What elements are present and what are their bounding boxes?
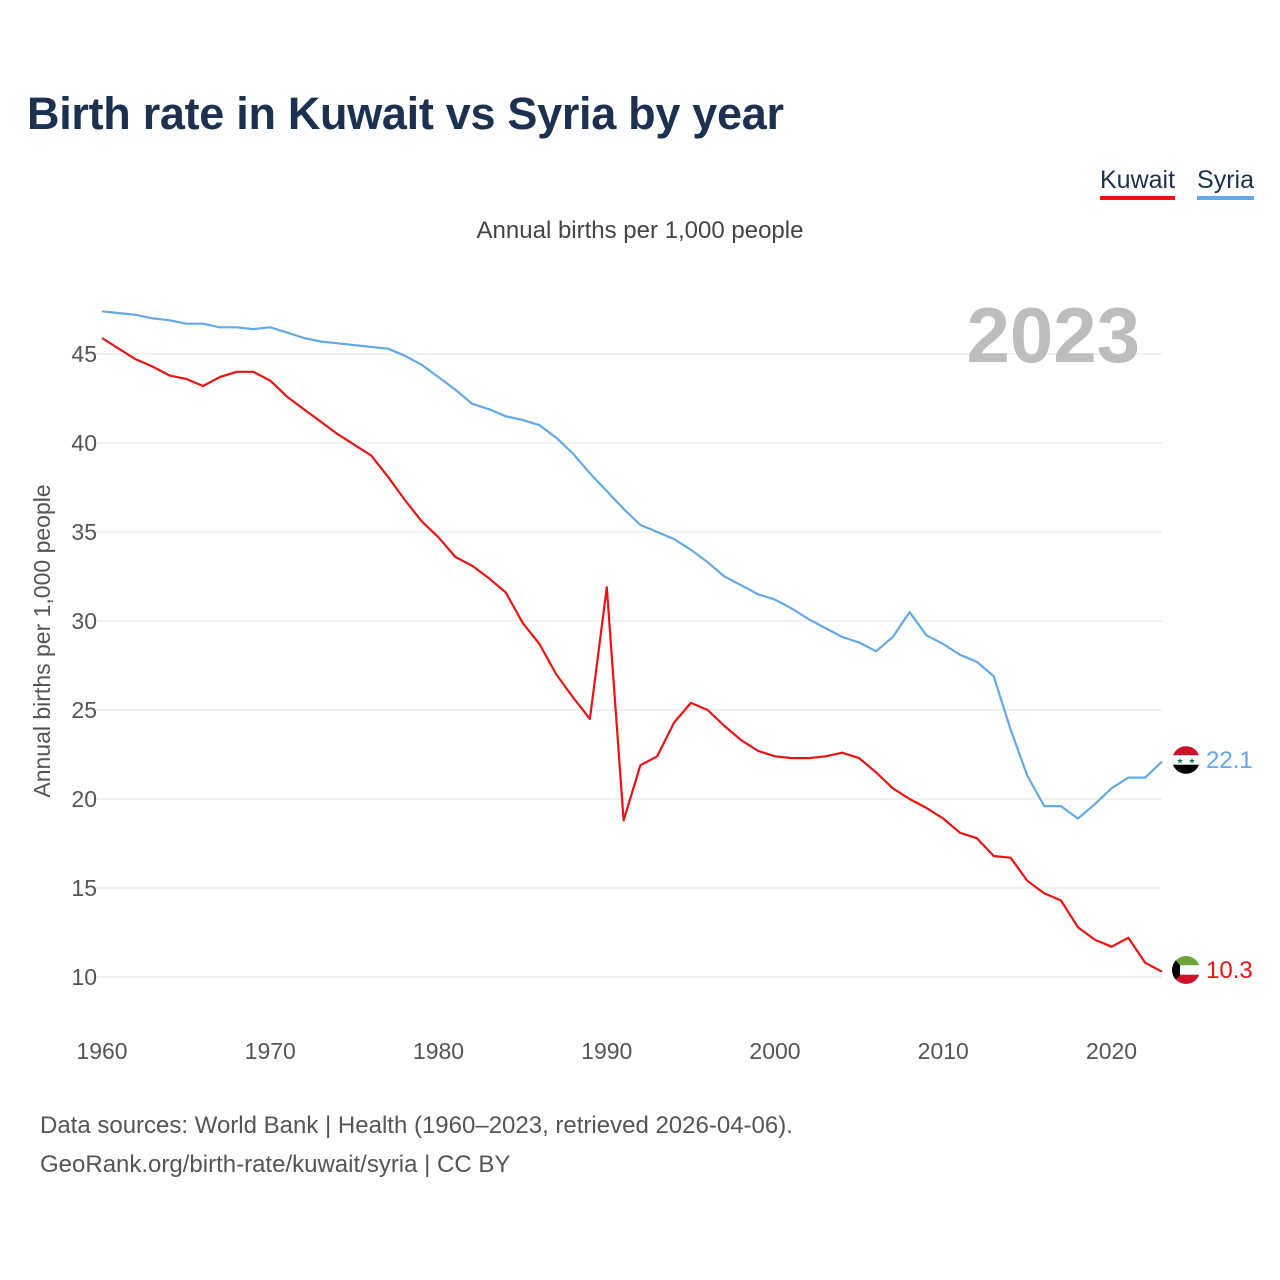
legend: Kuwait Syria xyxy=(1099,166,1254,200)
source-line-1: Data sources: World Bank | Health (1960–… xyxy=(40,1112,793,1139)
syria-flag-icon: ★ ★ xyxy=(1171,745,1201,775)
current-year-label: 2023 xyxy=(966,291,1140,379)
y-tick-label: 35 xyxy=(71,519,97,545)
x-tick-label: 1960 xyxy=(76,1038,127,1064)
y-tick-label: 20 xyxy=(71,786,97,812)
series-lines xyxy=(101,310,1163,973)
series-line-syria[interactable] xyxy=(101,310,1163,820)
y-tick-label: 30 xyxy=(71,608,97,634)
series-line-kuwait[interactable] xyxy=(101,337,1163,973)
y-tick-label: 45 xyxy=(71,341,97,367)
y-axis-ticks: 10 15 20 25 30 35 40 45 xyxy=(71,341,97,990)
chart-title: Birth rate in Kuwait vs Syria by year xyxy=(27,88,784,139)
kuwait-flag-icon xyxy=(1172,956,1200,984)
y-axis-label: Annual births per 1,000 people xyxy=(29,484,55,797)
y-tick-label: 40 xyxy=(71,430,97,456)
x-tick-label: 1990 xyxy=(581,1038,632,1064)
y-tick-label: 15 xyxy=(71,875,97,901)
x-tick-label: 1980 xyxy=(413,1038,464,1064)
x-tick-label: 2020 xyxy=(1086,1038,1137,1064)
y-tick-label: 10 xyxy=(71,964,97,990)
x-axis-ticks: 1960 1970 1980 1990 2000 2010 2020 xyxy=(76,1038,1137,1064)
svg-text:★: ★ xyxy=(1176,757,1183,766)
kuwait-end-value: 10.3 xyxy=(1206,957,1253,984)
syria-end-value: 22.1 xyxy=(1206,747,1253,774)
svg-text:★: ★ xyxy=(1188,757,1195,766)
x-tick-label: 2010 xyxy=(918,1038,969,1064)
legend-item-syria[interactable]: Syria xyxy=(1197,166,1254,200)
x-tick-label: 1970 xyxy=(245,1038,296,1064)
y-tick-label: 25 xyxy=(71,697,97,723)
legend-item-kuwait[interactable]: Kuwait xyxy=(1099,166,1176,200)
source-line-2[interactable]: GeoRank.org/birth-rate/kuwait/syria | CC… xyxy=(40,1151,511,1178)
data-sources: Data sources: World Bank | Health (1960–… xyxy=(40,1106,793,1184)
grid-lines xyxy=(95,353,1162,978)
chart-subtitle: Annual births per 1,000 people xyxy=(476,217,804,244)
x-tick-label: 2000 xyxy=(749,1038,800,1064)
